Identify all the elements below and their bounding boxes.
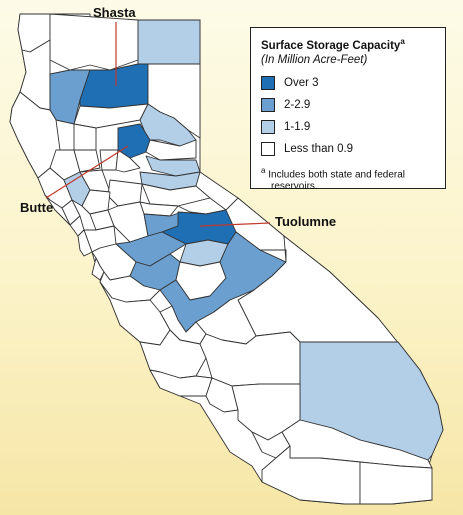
county-colusa: [73, 149, 101, 173]
legend: Surface Storage Capacitya (In Million Ac…: [250, 27, 446, 192]
legend-title-footnote-marker: a: [400, 37, 405, 46]
legend-swatch-less-than-0-9: [261, 141, 275, 156]
county-solano: [81, 189, 111, 215]
legend-label: 1-1.9: [284, 120, 311, 133]
legend-item: 2-2.9: [261, 94, 437, 116]
county-yuba: [115, 149, 141, 173]
legend-label: 2-2.9: [284, 98, 311, 111]
tuolumne-label: Tuolumne: [275, 214, 337, 229]
county-mendocino: [9, 91, 61, 179]
legend-item: Over 3: [261, 72, 437, 94]
county-shasta: [79, 63, 149, 109]
legend-label: Over 3: [284, 76, 319, 89]
legend-footnote-line-1: Includes both state and federal: [268, 169, 405, 181]
county-siskiyou: [49, 13, 139, 71]
county-sierra: [145, 139, 197, 161]
legend-subtitle: (In Million Acre-Feet): [261, 53, 368, 66]
legend-item: Less than 0.9: [261, 138, 437, 160]
legend-title-text: Surface Storage Capacity: [261, 39, 401, 52]
legend-swatch-1-1-9: [261, 119, 275, 134]
legend-swatch-2-2-9: [261, 97, 275, 112]
butte-leader-line: [45, 145, 129, 199]
county-glenn: [73, 123, 97, 151]
legend-footnote: a Includes both state and federal reserv…: [261, 165, 437, 193]
county-imperial: [359, 461, 433, 505]
legend-footnote-marker: a: [261, 165, 266, 175]
legend-label: Less than 0.9: [284, 142, 354, 155]
county-modoc: [137, 19, 201, 65]
legend-item: 1-1.9: [261, 116, 437, 138]
legend-footnote-line-2: reservoirs.: [271, 181, 318, 193]
tuolumne-leader-line: [199, 222, 271, 227]
legend-swatch-over-3: [261, 75, 275, 90]
county-san-mateo: [77, 229, 93, 257]
shasta-label: Shasta: [93, 5, 136, 20]
legend-title: Surface Storage Capacitya: [261, 35, 437, 53]
butte-label: Butte: [20, 200, 54, 215]
county-sutter: [99, 149, 119, 171]
